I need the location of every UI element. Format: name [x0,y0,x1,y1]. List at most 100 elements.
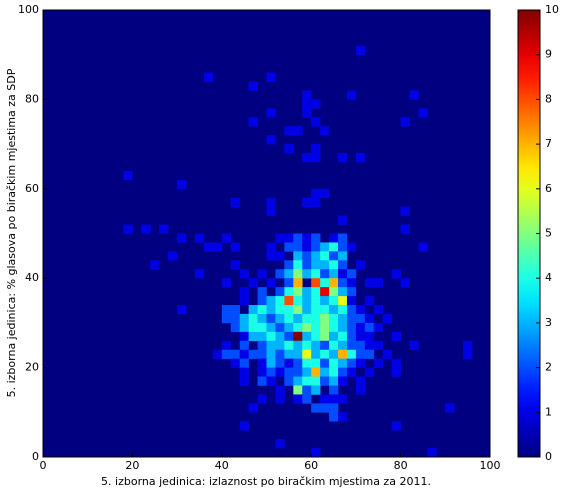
cell [338,260,348,270]
cell [311,144,321,154]
cell [338,287,348,297]
cell [338,367,348,377]
cell [293,278,303,288]
cell [373,322,384,333]
colorbar-tick-label: 6 [545,182,552,195]
cell [177,179,187,190]
cell [230,313,240,324]
cell [302,296,312,306]
cell [275,305,285,315]
cell [248,322,258,333]
colorbar-tick-label: 0 [545,450,552,463]
cell [275,394,285,404]
cell [266,340,276,351]
cell [311,188,321,199]
cell [311,331,321,342]
cell [257,349,267,359]
cell [311,349,321,359]
colorbar-tick-label: 8 [545,92,552,105]
cell [275,287,285,297]
cell [311,448,321,458]
cell [329,376,339,386]
cell [302,153,312,163]
cell [320,242,330,252]
cell [284,242,294,252]
cell [177,233,187,243]
cell [221,233,232,243]
cell [293,376,303,386]
cell [302,305,312,315]
cell [293,394,303,404]
cell [239,376,249,386]
cell [284,305,294,315]
cell [239,269,249,279]
x-tick-label: 60 [304,459,318,472]
cell [320,331,330,342]
cell [275,385,285,395]
cell [346,367,357,377]
cell [400,224,410,234]
cell [194,233,205,243]
cell [221,305,232,315]
cell [266,322,276,333]
cell [311,376,321,386]
cell [418,108,428,118]
cell [320,287,330,297]
cell [239,331,249,342]
cell [150,260,160,270]
cell [257,269,267,279]
cell [320,322,330,333]
cell [275,349,285,359]
cell [266,72,276,82]
cell [239,340,249,351]
cell [346,331,357,342]
cell [302,260,312,270]
cell [320,367,330,377]
cell [463,349,473,359]
cell [302,99,312,109]
cell [275,296,285,306]
cell [284,278,294,288]
cell [212,242,223,252]
cell [275,439,285,449]
cell [293,358,303,368]
cell [338,394,348,404]
cell [194,269,205,279]
cell [311,296,321,306]
cell [320,403,330,413]
cell [203,72,214,82]
cell [355,376,366,386]
cell [302,108,312,118]
cell [355,358,366,368]
cell [320,188,330,199]
cell [293,331,303,342]
cell [329,349,339,359]
cell [239,322,249,333]
cell [311,251,321,261]
cell [320,358,330,368]
cell [284,376,294,386]
cell [311,197,321,207]
cell [177,305,187,315]
cell [320,313,330,324]
cell [346,278,357,288]
cell [338,215,348,225]
cell [266,305,276,315]
cell [159,224,169,234]
x-tick-label: 100 [480,459,501,472]
cell [311,367,321,377]
cell [230,260,240,270]
x-tick-label: 40 [215,459,229,472]
cell [275,340,285,351]
cell [275,322,285,333]
cell [329,242,339,252]
cell [284,313,294,324]
cell [355,260,366,270]
cell [293,367,303,377]
cell [302,287,312,297]
cell [266,206,276,216]
cell [311,269,321,279]
cell [409,340,419,351]
cell [320,394,330,404]
cell [391,331,401,342]
